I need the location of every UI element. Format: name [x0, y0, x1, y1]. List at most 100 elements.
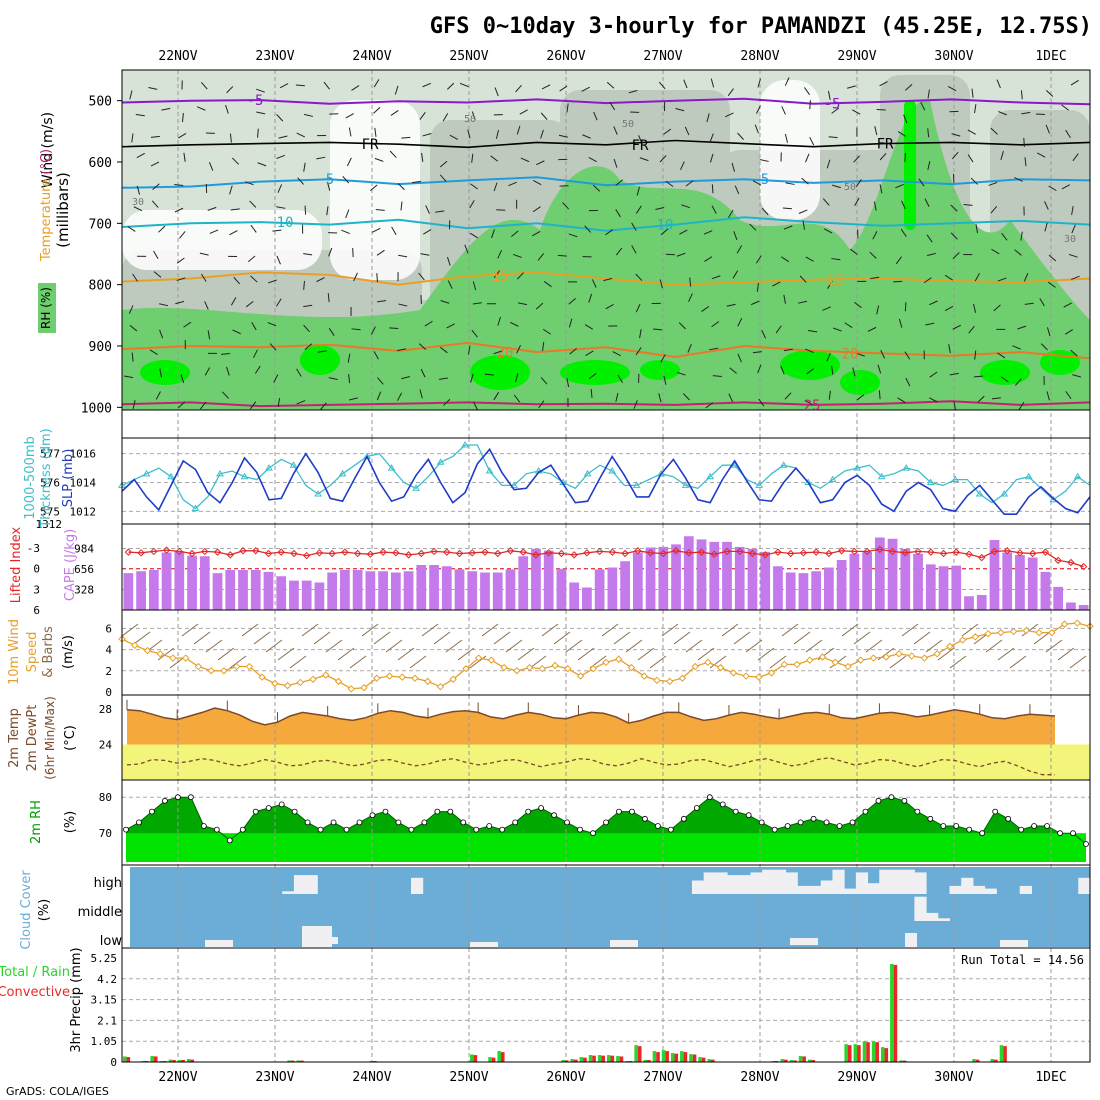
wind-barb [997, 277, 1007, 282]
wind-barb [876, 109, 886, 111]
wind-barb [497, 249, 503, 259]
wind-barb [440, 300, 450, 304]
cape-bar [441, 566, 452, 610]
rh2m-marker [525, 808, 532, 815]
precip-conv-bar [875, 1042, 879, 1062]
wind-barb [663, 128, 672, 135]
wind-barb-10m [697, 647, 715, 661]
rh2m-marker [252, 808, 259, 815]
wind-barb [196, 106, 206, 111]
cape-bar [1078, 605, 1089, 610]
cape-bar [925, 564, 936, 610]
date-label-bottom: 1DEC [1035, 1070, 1066, 1085]
wind-speed-marker [169, 654, 177, 662]
li-marker [532, 551, 540, 559]
wind-barb [681, 204, 691, 209]
rh2m-marker [447, 808, 454, 815]
rh2m-marker [265, 805, 272, 811]
wind-barb [568, 233, 578, 238]
cape-bar [836, 560, 847, 610]
wind-barb [209, 229, 219, 234]
cape-bar [429, 565, 439, 610]
wind-speed-marker [831, 658, 839, 667]
wind-barb [749, 223, 757, 231]
wind-barb-10m [469, 655, 487, 669]
wind-barb [703, 230, 713, 235]
precip-total-bar [588, 1055, 593, 1062]
thickness-axis-label-2: Thickness (dm) [39, 428, 54, 528]
cloud-middle-bar [937, 918, 951, 921]
cloud-high-bar [762, 869, 775, 894]
wind-barb [854, 197, 860, 207]
wind-barb [628, 89, 638, 94]
isotherm-label: 10 [277, 215, 294, 231]
wind-barb [533, 179, 542, 186]
date-label-bottom: 25NOV [449, 1070, 488, 1085]
thickness-marker [167, 472, 175, 480]
wind-barb [230, 208, 240, 211]
wind-barb [1044, 201, 1049, 210]
wind-barb [1021, 111, 1031, 115]
li-marker [927, 548, 935, 556]
isotherm-label: 5 [326, 172, 334, 188]
wind-barb [711, 184, 714, 194]
rh2m-marker [343, 826, 350, 833]
wind-barb [471, 111, 476, 121]
rh2m-marker [680, 815, 687, 822]
rh2m-marker [875, 797, 882, 804]
date-label-bottom: 28NOV [740, 1070, 779, 1085]
li-marker [213, 548, 222, 556]
wind-barb [1020, 90, 1023, 100]
wind-speed-marker [181, 654, 190, 662]
cape-bar [136, 571, 146, 610]
wind-barb [904, 302, 907, 312]
wind-barb [944, 274, 953, 281]
wind-speed-marker [474, 654, 483, 662]
isotherm-label: FR [362, 137, 379, 153]
wind-barb [663, 375, 667, 385]
panel-frame [121, 947, 1091, 1063]
credit-label: GrADS: COLA/IGES [6, 1085, 109, 1098]
cloud-low-bar [905, 933, 917, 947]
wind-barb [183, 152, 186, 162]
li-marker [978, 553, 986, 562]
precip-total-bar [634, 1045, 638, 1062]
wind-barb [424, 320, 433, 327]
wind-speed-marker [907, 652, 916, 660]
wind-barb [204, 367, 211, 376]
wind-barb [181, 113, 184, 123]
rh-bright-area [470, 355, 530, 390]
wind-barb [827, 280, 833, 289]
wind-barb [880, 349, 886, 359]
li-marker [353, 549, 362, 558]
wind-barb-10m [961, 623, 979, 637]
rh2m-marker [460, 819, 467, 826]
wind-barb [927, 161, 931, 171]
wind-barb-10m [445, 639, 463, 653]
cloud-high-bar [727, 875, 740, 894]
rh2m-marker [577, 826, 583, 833]
wind-barb-10m [601, 623, 619, 637]
wind-barb [277, 397, 281, 408]
cloud-high-bar [691, 880, 705, 894]
wind-barb [277, 184, 283, 193]
thickness-marker [657, 469, 666, 477]
wind-barb [348, 127, 352, 137]
wind-barb [900, 228, 907, 237]
isotherm-line [121, 216, 1091, 232]
li-marker [150, 547, 158, 556]
wind-barb-10m [217, 647, 235, 661]
wind-barb [484, 373, 494, 376]
precip-conv-bar [793, 1060, 797, 1062]
li-marker [315, 549, 324, 557]
wind-barb [249, 200, 257, 208]
wind-barb [419, 389, 423, 399]
cape-bar [263, 571, 274, 610]
cape-bar [849, 553, 860, 610]
thickness-marker [265, 464, 273, 471]
precip-total-bar [470, 1054, 474, 1062]
wind-barb [806, 368, 815, 375]
wind-barb [540, 129, 544, 139]
rh2m-marker [1005, 815, 1012, 822]
cape-bar [696, 539, 707, 610]
